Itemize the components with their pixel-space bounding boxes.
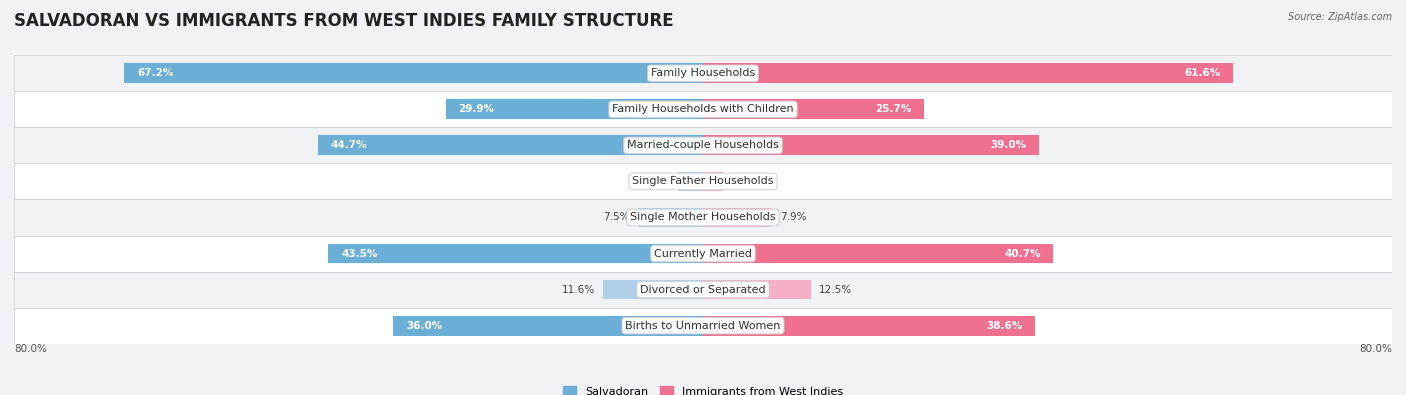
Bar [14, 55, 1392, 91]
Text: 7.9%: 7.9% [780, 213, 806, 222]
Text: 11.6%: 11.6% [561, 284, 595, 295]
Bar [703, 100, 924, 119]
Text: Single Mother Households: Single Mother Households [630, 213, 776, 222]
Text: Married-couple Households: Married-couple Households [627, 140, 779, 150]
Bar [703, 244, 1053, 263]
Bar [638, 208, 703, 228]
Text: Source: ZipAtlas.com: Source: ZipAtlas.com [1288, 12, 1392, 22]
Text: 7.5%: 7.5% [603, 213, 630, 222]
Text: 39.0%: 39.0% [990, 140, 1026, 150]
Bar [703, 64, 1233, 83]
Text: 29.9%: 29.9% [458, 104, 495, 115]
Text: Family Households with Children: Family Households with Children [612, 104, 794, 115]
Bar [14, 128, 1392, 164]
Text: 67.2%: 67.2% [138, 68, 173, 78]
Text: 80.0%: 80.0% [14, 344, 46, 354]
Text: 43.5%: 43.5% [342, 248, 378, 259]
Text: 2.9%: 2.9% [643, 177, 669, 186]
Bar [14, 199, 1392, 235]
Text: 40.7%: 40.7% [1004, 248, 1040, 259]
Bar [14, 308, 1392, 344]
Bar [14, 91, 1392, 128]
Text: 80.0%: 80.0% [1360, 344, 1392, 354]
Bar [392, 316, 703, 335]
Bar [318, 135, 703, 155]
Text: 2.3%: 2.3% [731, 177, 758, 186]
Bar [678, 171, 703, 191]
Text: Divorced or Separated: Divorced or Separated [640, 284, 766, 295]
Bar [703, 280, 811, 299]
Text: 44.7%: 44.7% [330, 140, 367, 150]
Bar [446, 100, 703, 119]
Bar [329, 244, 703, 263]
Bar [14, 164, 1392, 199]
Text: 38.6%: 38.6% [986, 321, 1022, 331]
Bar [14, 235, 1392, 272]
Text: Family Households: Family Households [651, 68, 755, 78]
Bar [124, 64, 703, 83]
Text: Single Father Households: Single Father Households [633, 177, 773, 186]
Bar [703, 208, 770, 228]
Bar [603, 280, 703, 299]
Text: SALVADORAN VS IMMIGRANTS FROM WEST INDIES FAMILY STRUCTURE: SALVADORAN VS IMMIGRANTS FROM WEST INDIE… [14, 12, 673, 30]
Legend: Salvadoran, Immigrants from West Indies: Salvadoran, Immigrants from West Indies [558, 382, 848, 395]
Text: 61.6%: 61.6% [1184, 68, 1220, 78]
Text: 36.0%: 36.0% [406, 321, 441, 331]
Bar [14, 272, 1392, 308]
Text: Births to Unmarried Women: Births to Unmarried Women [626, 321, 780, 331]
Text: 25.7%: 25.7% [875, 104, 911, 115]
Bar [703, 316, 1035, 335]
Bar [703, 135, 1039, 155]
Text: Currently Married: Currently Married [654, 248, 752, 259]
Text: 12.5%: 12.5% [820, 284, 852, 295]
Bar [703, 171, 723, 191]
